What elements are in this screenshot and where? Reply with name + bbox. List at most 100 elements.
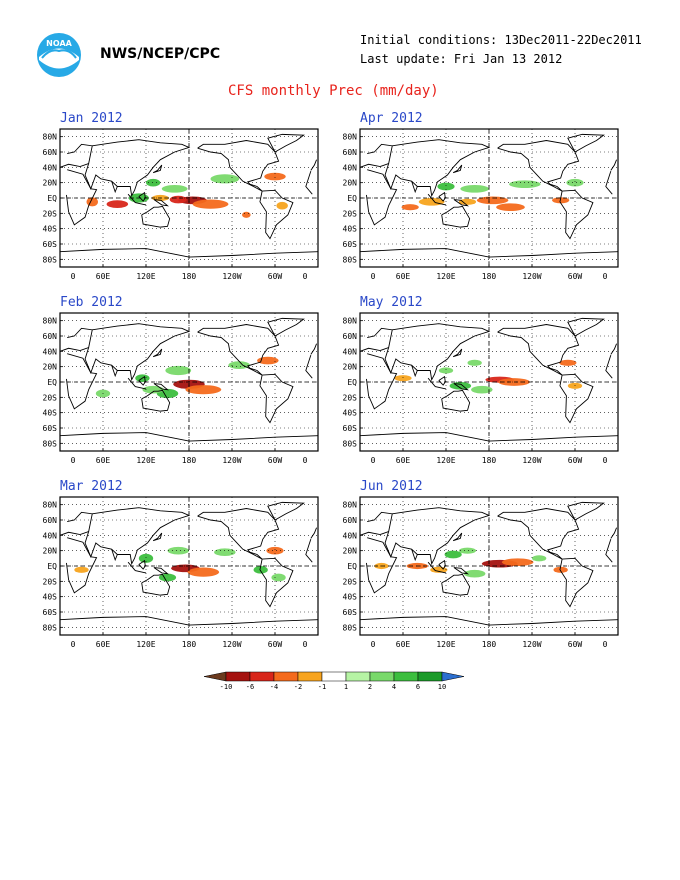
lat-tick-label: 40N <box>43 163 58 172</box>
coastline <box>153 383 169 391</box>
precip-anomaly <box>142 385 164 394</box>
coastline <box>567 317 605 337</box>
lat-tick-label: EQ <box>347 562 357 571</box>
lat-tick-label: EQ <box>347 378 357 387</box>
lat-tick-label: 60S <box>343 240 358 249</box>
lon-tick-label: 60E <box>396 272 411 281</box>
lon-tick-label: 180 <box>482 272 497 281</box>
coastlines <box>59 317 319 442</box>
coastline <box>452 348 463 358</box>
lon-tick-label: 120W <box>222 272 241 281</box>
lon-tick-label: 120E <box>136 640 155 649</box>
coastline <box>497 324 580 376</box>
coastline <box>84 507 191 566</box>
precip-anomaly <box>444 550 462 559</box>
colorbar-label: 1 <box>344 683 348 691</box>
lat-tick-label: 80S <box>343 623 358 632</box>
lat-tick-label: EQ <box>47 562 57 571</box>
lon-tick-label: 0 <box>71 640 76 649</box>
initial-conditions: Initial conditions: 13Dec2011-22Dec2011 <box>360 33 642 47</box>
colorbar-swatch <box>273 671 299 682</box>
precip-anomalies <box>374 547 568 578</box>
lon-tick-label: 0 <box>303 272 308 281</box>
precip-anomaly <box>394 375 412 382</box>
coastline <box>559 189 594 240</box>
coastlines <box>59 501 319 626</box>
colorbar-label: 10 <box>438 683 446 691</box>
precip-anomaly <box>185 385 222 395</box>
coastline <box>497 508 580 560</box>
colorbar-min-arrow <box>203 671 227 682</box>
lon-tick-label: 120W <box>222 456 241 465</box>
coastlines <box>59 133 319 258</box>
precip-anomaly <box>146 178 161 187</box>
coastline <box>359 511 617 539</box>
lat-tick-label: EQ <box>47 378 57 387</box>
coastline <box>197 140 280 192</box>
coastline <box>559 373 594 424</box>
coastline <box>441 389 471 412</box>
coastline <box>267 317 305 337</box>
lat-tick-label: EQ <box>47 194 57 203</box>
colorbar-label: 2 <box>368 683 372 691</box>
lon-tick-label: 120E <box>436 456 455 465</box>
coastline <box>141 573 171 596</box>
lat-tick-label: 40N <box>343 531 358 540</box>
lon-tick-label: 60W <box>568 640 583 649</box>
coastline <box>259 189 294 240</box>
lat-tick-label: 80N <box>343 317 358 326</box>
precip-anomaly <box>266 546 284 555</box>
lat-tick-label: 40N <box>343 347 358 356</box>
colorbar-label: -2 <box>294 683 302 691</box>
lon-tick-label: 0 <box>71 456 76 465</box>
coastline <box>111 548 118 562</box>
lon-tick-label: 120E <box>436 640 455 649</box>
lon-tick-label: 60E <box>396 456 411 465</box>
lon-tick-label: 0 <box>303 640 308 649</box>
lat-tick-label: 20S <box>343 393 358 402</box>
precip-anomaly <box>501 558 534 566</box>
coastline <box>384 507 491 566</box>
colorbar-label: -10 <box>220 683 233 691</box>
lon-tick-label: 180 <box>182 456 197 465</box>
noaa-logo-text: NOAA <box>46 39 72 48</box>
lat-tick-label: 20N <box>343 363 358 372</box>
coastline <box>153 199 169 207</box>
colorbar-swatch <box>249 671 275 682</box>
panel-title-jan: Jan 2012 <box>60 111 123 126</box>
lat-tick-label: 20N <box>43 363 58 372</box>
coastline <box>559 557 594 608</box>
coastline <box>111 364 118 378</box>
precip-anomaly <box>559 359 577 366</box>
lon-tick-label: 120W <box>522 456 541 465</box>
lat-tick-label: 60N <box>43 148 58 157</box>
coastline <box>366 169 613 226</box>
coastline <box>567 501 605 521</box>
coastline <box>66 169 313 226</box>
precip-anomaly <box>553 566 568 573</box>
coastline <box>384 139 491 198</box>
colorbar-label: 6 <box>416 683 420 691</box>
coastline <box>259 373 294 424</box>
coastline <box>259 557 294 608</box>
precip-anomaly <box>437 182 455 191</box>
lat-tick-label: 40S <box>43 409 58 418</box>
lon-tick-label: 0 <box>603 640 608 649</box>
lon-tick-label: 120E <box>136 456 155 465</box>
coastline <box>66 353 313 410</box>
lat-tick-label: 60S <box>343 424 358 433</box>
precip-anomaly <box>242 211 251 218</box>
lat-tick-label: 20S <box>43 577 58 586</box>
coastline <box>111 180 118 194</box>
lat-tick-label: 80N <box>43 317 58 326</box>
lon-tick-label: 60W <box>268 456 283 465</box>
lon-tick-label: 60W <box>268 640 283 649</box>
precip-anomaly <box>467 359 482 366</box>
lat-tick-label: 60N <box>43 516 58 525</box>
coastline <box>441 573 471 596</box>
lat-tick-label: 80N <box>43 133 58 142</box>
colorbar-swatch <box>297 671 323 682</box>
coastline <box>267 501 305 521</box>
lon-tick-label: 180 <box>182 272 197 281</box>
lat-tick-label: 20N <box>343 547 358 556</box>
